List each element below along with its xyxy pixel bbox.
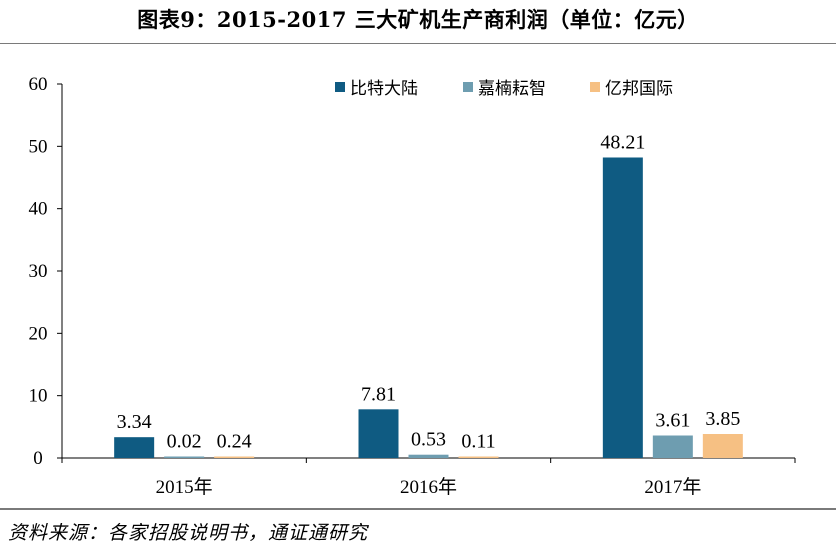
legend-swatch xyxy=(335,82,345,92)
data-label: 0.11 xyxy=(461,431,495,453)
data-label: 3.85 xyxy=(705,408,740,430)
bar-chart: 0 10 20 30 40 50 60 2015年 2016年 2017年 3.34 0.02 0.… xyxy=(29,74,796,498)
bar xyxy=(602,157,643,458)
data-label: 0.24 xyxy=(217,431,252,453)
top-rule xyxy=(0,43,836,44)
y-tick-label: 30 xyxy=(29,261,48,282)
bar xyxy=(214,456,255,458)
y-tick-label: 40 xyxy=(29,199,48,220)
legend: 比特大陆 嘉楠耘智 亿邦国际 xyxy=(335,79,673,99)
data-label: 3.34 xyxy=(117,411,152,433)
legend-swatch xyxy=(590,82,600,92)
data-label: 3.61 xyxy=(655,409,690,431)
bars xyxy=(114,157,743,458)
data-label: 0.02 xyxy=(167,431,202,453)
source-note: 资料来源：各家招股说明书，通证通研究 xyxy=(8,522,369,544)
legend-label: 嘉楠耘智 xyxy=(478,79,546,99)
bar xyxy=(114,437,155,458)
data-label: 7.81 xyxy=(361,383,396,405)
chart-title: 图表9：2015-2017 三大矿机生产商利润（单位：亿元） xyxy=(137,7,699,32)
data-labels: 3.34 0.02 0.24 7.81 0.53 0.11 48.21 3.61 3.85 xyxy=(117,131,741,452)
bar xyxy=(702,434,743,458)
y-tick-label: 0 xyxy=(33,448,43,469)
legend-swatch xyxy=(463,82,473,92)
x-tick-label: 2015年 xyxy=(156,476,213,498)
bottom-rule xyxy=(0,508,836,510)
y-axis: 0 10 20 30 40 50 60 xyxy=(29,74,63,469)
legend-label: 亿邦国际 xyxy=(605,79,673,99)
y-tick-label: 20 xyxy=(29,323,48,344)
x-axis: 2015年 2016年 2017年 xyxy=(61,457,796,498)
bar xyxy=(652,435,693,458)
data-label: 0.53 xyxy=(411,429,446,451)
y-tick-label: 50 xyxy=(29,136,48,157)
bar xyxy=(458,456,499,458)
bar xyxy=(164,456,205,458)
legend-label: 比特大陆 xyxy=(350,79,418,99)
data-label: 48.21 xyxy=(600,131,645,153)
y-tick-label: 60 xyxy=(29,74,48,95)
x-tick-label: 2016年 xyxy=(400,476,457,498)
y-tick-label: 10 xyxy=(29,386,48,407)
bar xyxy=(408,454,449,458)
x-tick-label: 2017年 xyxy=(644,476,701,498)
bar xyxy=(358,409,399,458)
